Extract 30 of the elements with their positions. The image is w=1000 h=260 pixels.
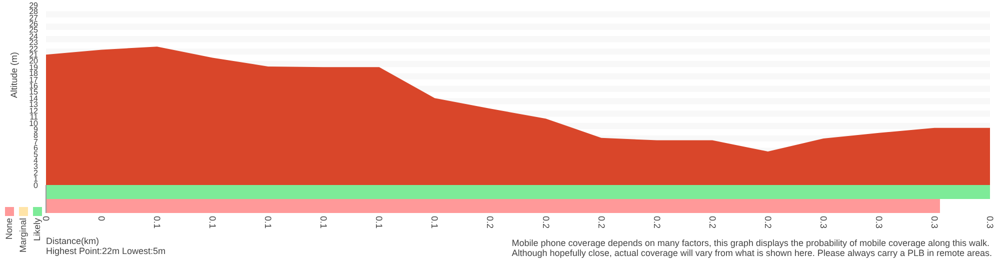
x-tick-label: 0.1 <box>374 216 384 229</box>
x-tick-label: 0.3 <box>985 216 995 229</box>
legend-label: Likely <box>32 218 42 242</box>
y-axis-title: Altitude (m) <box>9 52 20 98</box>
x-tick-label: 0.2 <box>652 216 662 229</box>
legend-label: None <box>4 218 14 240</box>
x-tick-label: 0.2 <box>485 216 496 229</box>
x-tick-label: 0.1 <box>430 216 440 229</box>
x-axis-title: Distance(km) <box>46 236 100 246</box>
x-tick-label: 0 <box>41 216 51 222</box>
x-tick-label: 0.2 <box>596 216 606 229</box>
legend-label: Marginal <box>18 218 28 253</box>
legend-item: Marginal <box>17 207 29 253</box>
text: Highest Point:22m Lowest:5m <box>46 246 166 256</box>
legend-item: Likely <box>31 207 43 253</box>
x-tick-label: 0.3 <box>874 216 884 229</box>
x-tick-label: 0.2 <box>540 216 551 229</box>
legend-item: None <box>3 207 15 253</box>
x-tick-label: 0.1 <box>318 216 329 229</box>
text: Mobile phone coverage depends on many factors, this graph displays the probability of mobile coverage along this walk. <box>512 238 991 248</box>
y-tick-label: 29 <box>29 0 39 10</box>
x-tick-label: 0.1 <box>263 216 274 229</box>
x-tick-label: 0 <box>96 216 107 222</box>
text: Although hopefully close, actual coverage will vary from what is shown here. Please always carry a PLB in remote areas. <box>512 248 992 258</box>
x-tick-label: 0.2 <box>707 216 718 229</box>
x-tick-label: 0.3 <box>929 216 940 229</box>
x-tick-label: 0.3 <box>818 216 828 229</box>
x-tick-label: 0.1 <box>208 216 218 229</box>
x-tick-label: 0.1 <box>152 216 162 229</box>
x-tick-label: 0.2 <box>762 216 773 229</box>
